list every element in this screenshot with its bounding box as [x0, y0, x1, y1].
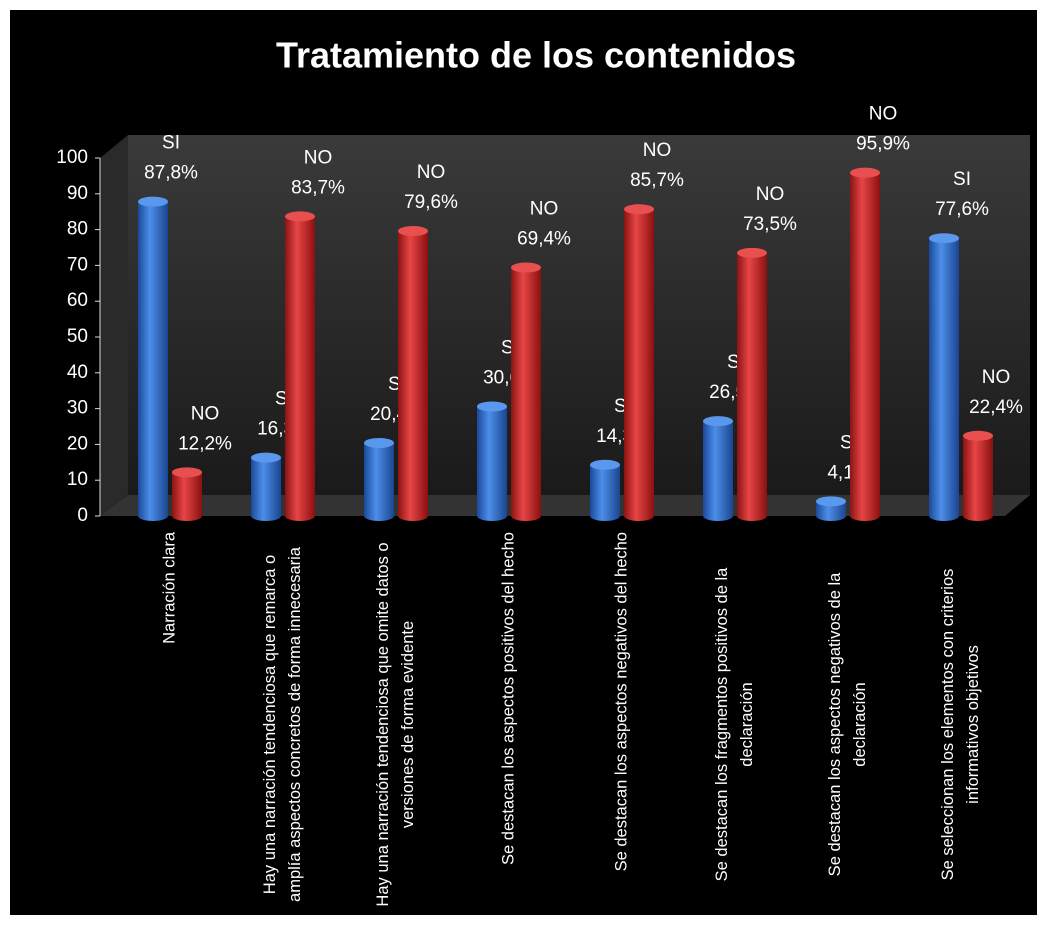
y-tick-label: 30 [67, 398, 88, 419]
x-tick-label: Narración clara [160, 532, 179, 644]
bar-top [364, 437, 394, 448]
data-label-name: NO [304, 147, 333, 168]
data-label: 85,7% [630, 170, 684, 191]
data-label-name: NO [530, 199, 559, 220]
data-label: 77,6% [935, 199, 989, 220]
data-label-name: NO [417, 162, 446, 183]
side-wall [100, 135, 128, 516]
bar-base [624, 511, 654, 521]
bar [172, 472, 202, 516]
data-label: 22,4% [969, 397, 1023, 418]
data-label-name: NO [756, 184, 785, 205]
bar [285, 216, 315, 516]
bar [364, 442, 394, 516]
bar-top [624, 204, 654, 215]
bar-top [963, 430, 993, 441]
bar-base [963, 511, 993, 521]
x-tick-label: Se destacan los aspectos positivos del h… [499, 532, 518, 865]
data-label: 95,9% [856, 134, 910, 155]
bar [138, 201, 168, 516]
y-tick-label: 0 [77, 505, 88, 526]
bar-top [816, 496, 846, 507]
bar-base [477, 511, 507, 521]
y-tick-label: 50 [67, 326, 88, 347]
x-tick-label: Hay una narración tendenciosa que omite … [374, 542, 417, 907]
data-label-name: NO [869, 104, 898, 125]
bar [398, 231, 428, 517]
bar-base [172, 511, 202, 521]
bar-top [477, 401, 507, 412]
y-tick-label: 10 [67, 469, 88, 490]
bar-base [703, 511, 733, 521]
floor [100, 495, 1030, 516]
bar [590, 464, 620, 516]
bar-top [285, 211, 315, 222]
data-label: 83,7% [291, 177, 345, 198]
y-tick-label: 80 [67, 219, 88, 240]
bar-base [285, 511, 315, 521]
x-tick-label: Se seleccionan los elementos con criteri… [939, 568, 982, 881]
x-tick-label: Hay una narración tendenciosa que remarc… [261, 547, 304, 902]
data-label-name: NO [191, 403, 220, 424]
y-tick-label: 100 [56, 147, 88, 168]
bar-top [511, 262, 541, 273]
bar-base [398, 511, 428, 521]
bar [703, 421, 733, 516]
bar-base [737, 511, 767, 521]
data-label-name: NO [982, 367, 1011, 388]
chart-title: Tratamiento de los contenidos [276, 35, 796, 76]
bar-top [703, 416, 733, 427]
bar-top [850, 167, 880, 178]
bar [251, 457, 281, 516]
y-tick-label: 20 [67, 433, 88, 454]
bar-top [138, 196, 168, 207]
bar-base [850, 511, 880, 521]
bar-base [929, 511, 959, 521]
bar-base [364, 511, 394, 521]
x-tick-label: Se destacan los aspectos negativos de la… [826, 572, 869, 877]
bar-top [251, 452, 281, 463]
bar-top [172, 467, 202, 478]
bar [737, 252, 767, 516]
bar-top [398, 226, 428, 237]
y-tick-label: 90 [67, 183, 88, 204]
bar-base [816, 511, 846, 521]
bar [929, 238, 959, 516]
bar [850, 172, 880, 517]
bar [624, 209, 654, 516]
bar-top [929, 233, 959, 244]
y-tick-label: 40 [67, 362, 88, 383]
data-label: 79,6% [404, 192, 458, 213]
back-wall [128, 135, 1030, 495]
bar [511, 267, 541, 516]
bar-base [138, 511, 168, 521]
bar-top [590, 459, 620, 470]
bar-top [737, 247, 767, 258]
y-tick-label: 60 [67, 290, 88, 311]
bar-base [590, 511, 620, 521]
bar [477, 406, 507, 516]
y-tick-label: 70 [67, 254, 88, 275]
data-label-name: NO [643, 140, 672, 161]
x-tick-label: Se destacan los fragmentos positivos de … [713, 567, 756, 882]
data-label: 87,8% [144, 163, 198, 184]
bar-base [511, 511, 541, 521]
data-label-name: SI [953, 169, 971, 190]
data-label: 73,5% [743, 214, 797, 235]
data-label: 12,2% [178, 433, 232, 454]
bar [963, 435, 993, 516]
x-tick-label: Se destacan los aspectos negativos del h… [612, 532, 631, 872]
data-label: 69,4% [517, 229, 571, 250]
data-label-name: SI [162, 133, 180, 154]
bar-base [251, 511, 281, 521]
